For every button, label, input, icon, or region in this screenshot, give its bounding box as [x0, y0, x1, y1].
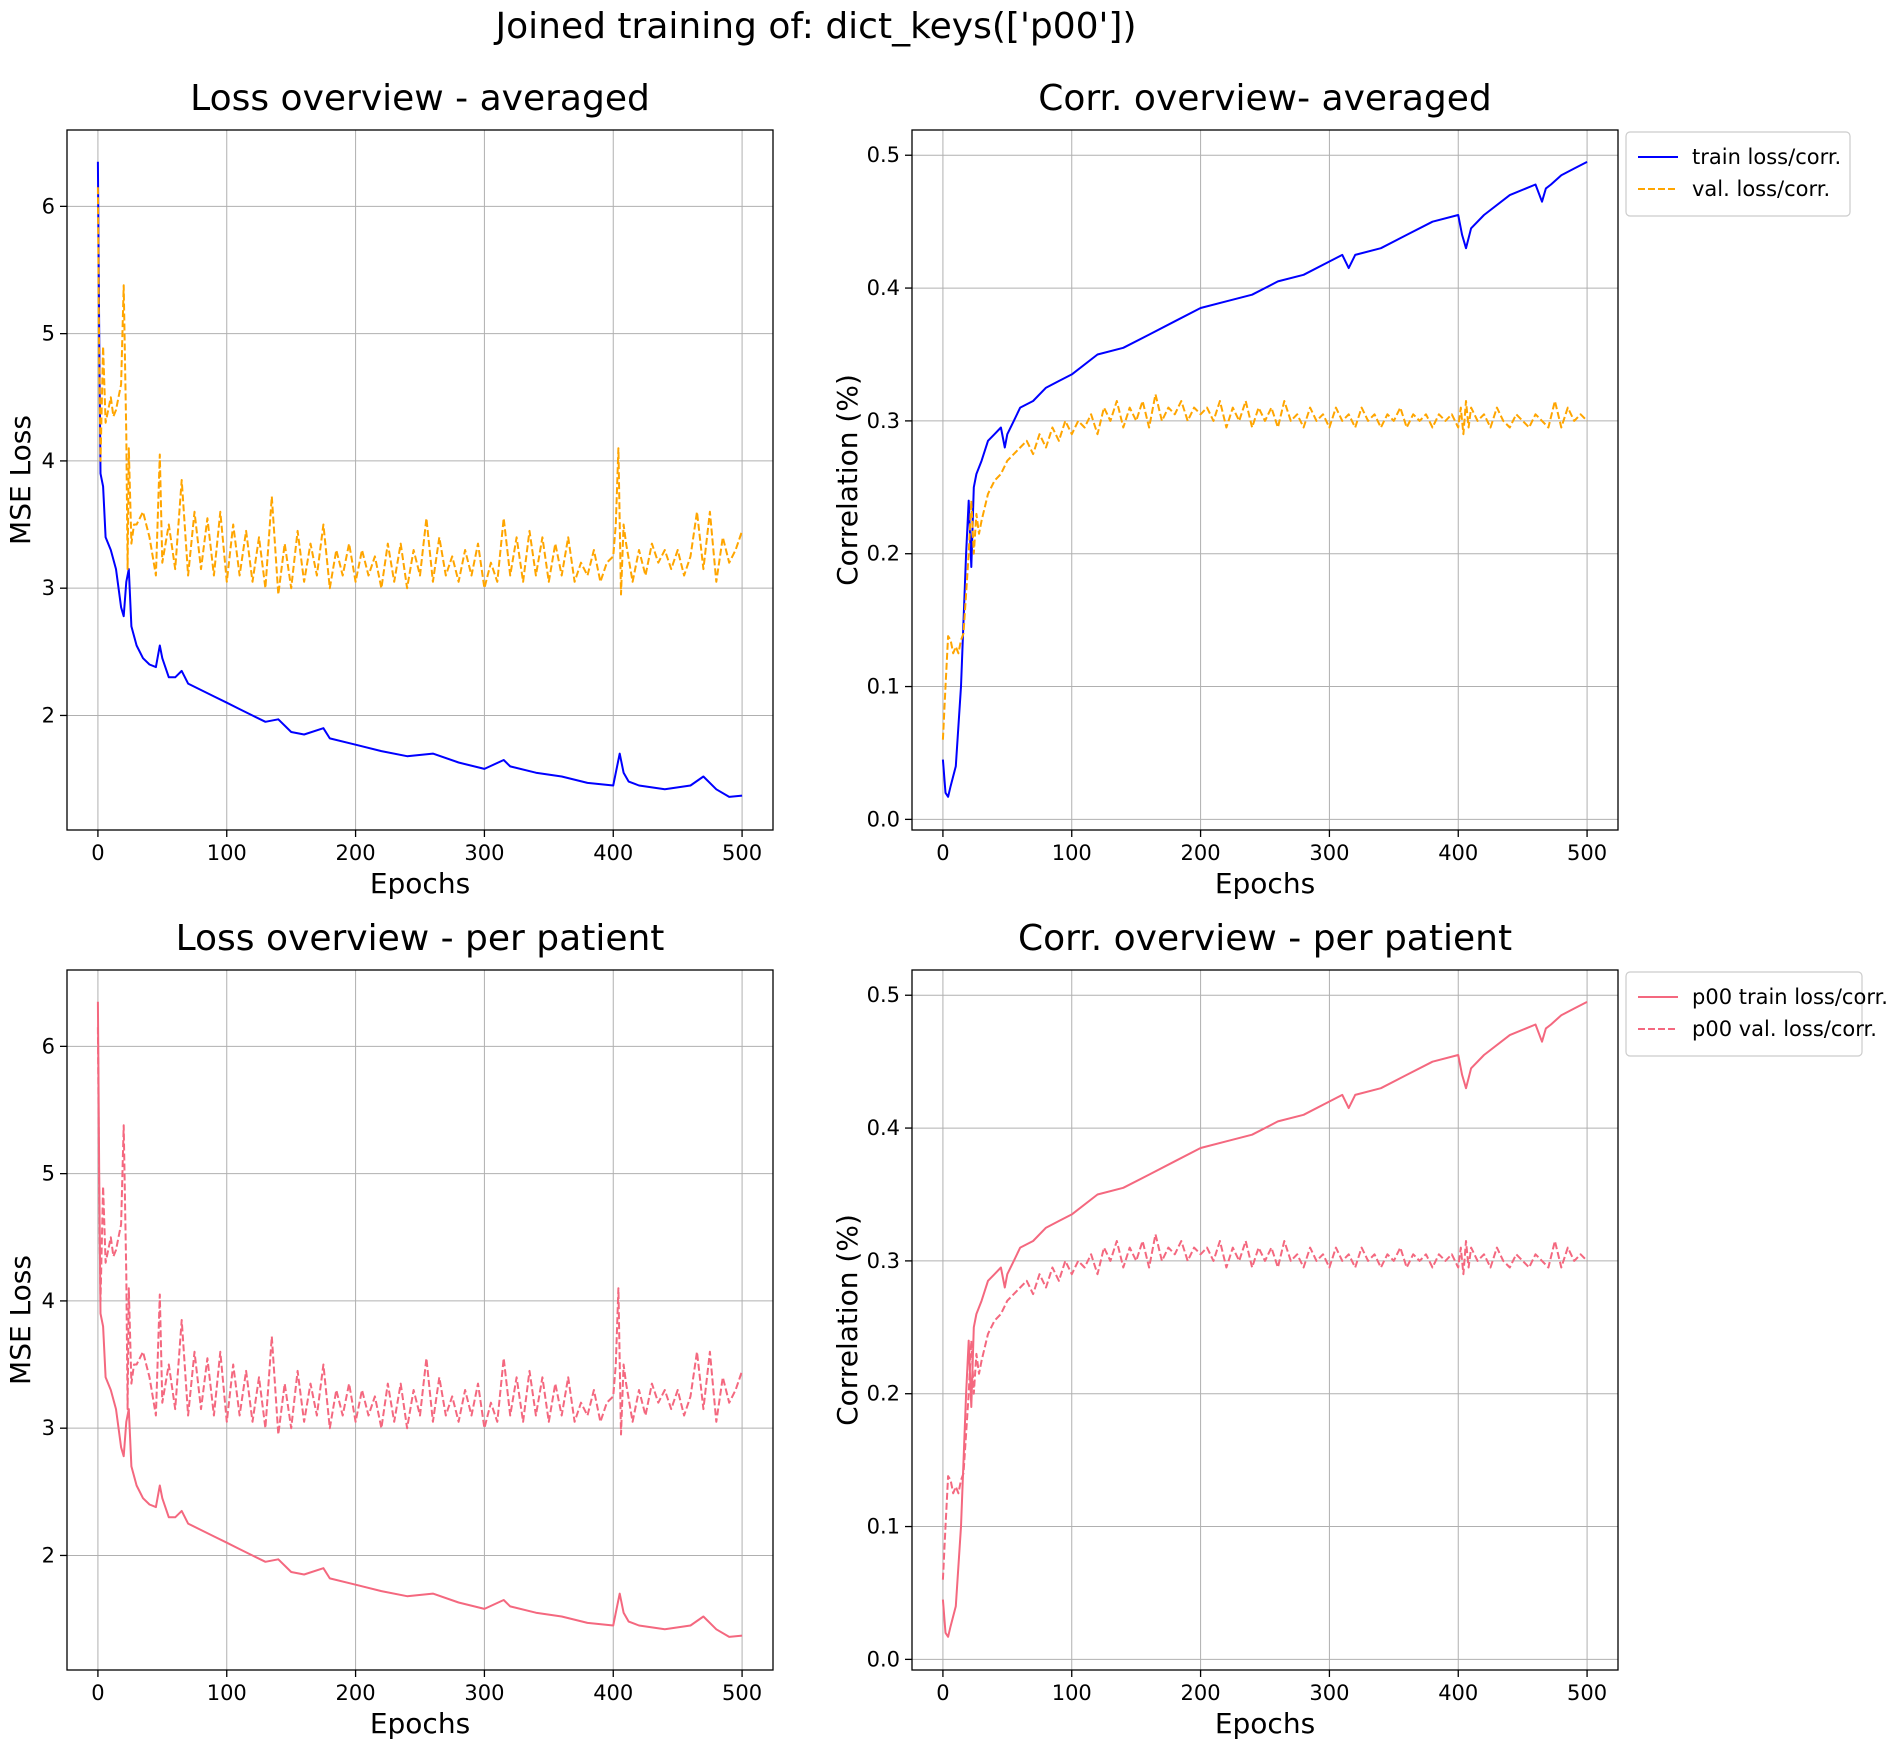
x-tick-label: 300	[464, 1681, 504, 1705]
x-tick-label: 300	[464, 841, 504, 865]
y-tick-label: 0.1	[867, 675, 900, 699]
x-tick-label: 300	[1309, 1681, 1349, 1705]
axes-frame	[66, 969, 774, 1671]
figure-suptitle: Joined training of: dict_keys(['p00'])	[494, 6, 1137, 47]
x-tick-label: 500	[722, 1681, 762, 1705]
y-tick-label: 3	[42, 1416, 55, 1440]
x-tick-label: 300	[1309, 841, 1349, 865]
subplot-title: Corr. overview- averaged	[1038, 78, 1492, 119]
subplot-loss-averaged: Loss overview - averaged 0 100 200 300 400 500…	[4, 78, 774, 900]
series-line-val	[941, 1233, 1588, 1580]
subplot-loss-per-patient: Loss overview - per patient 0 100 200 300 400…	[4, 918, 774, 1740]
y-tick-label: 6	[42, 194, 55, 218]
x-tick-label: 100	[207, 841, 247, 865]
y-tick-label: 0.2	[867, 542, 900, 566]
x-tick-label: 400	[593, 841, 633, 865]
subplot-title: Loss overview - averaged	[190, 78, 650, 119]
x-axis-label: Epochs	[370, 1707, 470, 1740]
legend-label: train loss/corr.	[1692, 145, 1841, 169]
legend: p00 train loss/corr. p00 val. loss/corr.	[1625, 971, 1888, 1057]
series-line-train	[96, 1001, 743, 1638]
y-tick-label: 5	[42, 1162, 55, 1186]
x-tick-label: 500	[1567, 1681, 1607, 1705]
y-axis-label: Correlation (%)	[831, 1214, 864, 1426]
y-tick-label: 0.2	[867, 1382, 900, 1406]
x-axis-label: Epochs	[370, 867, 470, 900]
y-tick-label: 0.3	[867, 409, 900, 433]
x-tick-label: 200	[1181, 841, 1221, 865]
legend-label: p00 train loss/corr.	[1692, 985, 1888, 1009]
y-tick-label: 4	[42, 449, 55, 473]
subplot-title: Loss overview - per patient	[176, 918, 665, 959]
y-tick-label: 0.0	[867, 1647, 900, 1671]
x-tick-label: 400	[593, 1681, 633, 1705]
axes-frame	[911, 129, 1619, 831]
y-tick-label: 2	[42, 1543, 55, 1567]
x-tick-label: 200	[336, 841, 376, 865]
series-line-train	[941, 1001, 1588, 1638]
x-tick-label: 200	[1181, 1681, 1221, 1705]
series-line-val	[96, 187, 744, 596]
y-axis-label: MSE Loss	[4, 415, 37, 545]
y-axis-label: MSE Loss	[4, 1255, 37, 1385]
x-tick-label: 500	[1567, 841, 1607, 865]
x-tick-label: 0	[91, 841, 104, 865]
y-tick-label: 0.1	[867, 1515, 900, 1539]
y-tick-label: 0.3	[867, 1249, 900, 1273]
x-tick-label: 0	[936, 1681, 949, 1705]
series-line-val	[96, 1027, 744, 1436]
x-tick-label: 0	[91, 1681, 104, 1705]
subplot-corr-averaged: Corr. overview- averaged 0 100 200 300 400 500…	[831, 78, 1851, 900]
y-tick-label: 0.0	[867, 807, 900, 831]
x-axis-label: Epochs	[1215, 867, 1315, 900]
legend-box	[1625, 971, 1863, 1057]
y-tick-label: 5	[42, 322, 55, 346]
y-tick-label: 2	[42, 703, 55, 727]
x-tick-label: 100	[207, 1681, 247, 1705]
axes-frame	[911, 969, 1619, 1671]
x-tick-label: 400	[1438, 1681, 1478, 1705]
series-line-train	[941, 161, 1588, 798]
x-tick-label: 500	[722, 841, 762, 865]
y-tick-label: 3	[42, 576, 55, 600]
x-tick-label: 100	[1052, 1681, 1092, 1705]
legend-label: p00 val. loss/corr.	[1692, 1017, 1877, 1041]
legend: train loss/corr. val. loss/corr.	[1625, 131, 1851, 217]
y-tick-label: 4	[42, 1289, 55, 1313]
x-axis-label: Epochs	[1215, 1707, 1315, 1740]
x-tick-label: 0	[936, 841, 949, 865]
y-axis-label: Correlation (%)	[831, 374, 864, 586]
subplot-title: Corr. overview - per patient	[1018, 918, 1512, 959]
series-line-train	[96, 161, 743, 798]
y-tick-label: 6	[42, 1034, 55, 1058]
y-tick-label: 0.4	[867, 276, 900, 300]
legend-box	[1625, 131, 1851, 217]
y-tick-label: 0.5	[867, 143, 900, 167]
x-tick-label: 100	[1052, 841, 1092, 865]
x-tick-label: 200	[336, 1681, 376, 1705]
y-tick-label: 0.4	[867, 1116, 900, 1140]
axes-frame	[66, 129, 774, 831]
x-tick-label: 400	[1438, 841, 1478, 865]
subplot-corr-per-patient: Corr. overview - per patient 0 100 200 300 40…	[831, 918, 1888, 1740]
y-tick-label: 0.5	[867, 983, 900, 1007]
legend-label: val. loss/corr.	[1692, 177, 1830, 201]
series-line-val	[941, 393, 1588, 740]
